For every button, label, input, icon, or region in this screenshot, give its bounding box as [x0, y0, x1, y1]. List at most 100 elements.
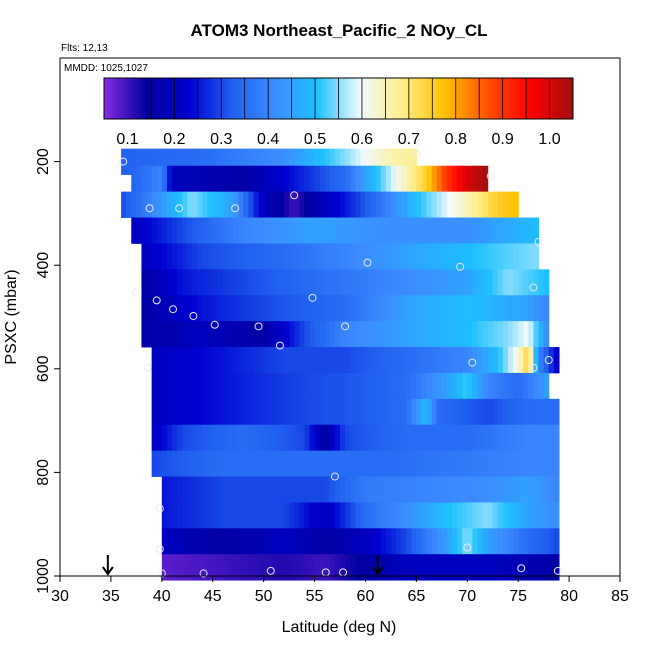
heatmap-cell: [172, 450, 178, 477]
heatmap-cell: [426, 554, 433, 581]
heatmap-cell: [294, 554, 300, 581]
colorbar-swatch: [133, 78, 137, 119]
sample-point: [210, 320, 219, 329]
heatmap-cell: [166, 450, 173, 477]
heatmap-cell: [141, 269, 148, 296]
colorbar-swatch: [423, 78, 427, 119]
heatmap-cell: [299, 191, 305, 218]
heatmap-cell: [253, 554, 260, 581]
heatmap-cell: [467, 295, 473, 322]
heatmap-cell: [197, 165, 204, 193]
latitude-arrows: [102, 555, 384, 576]
heatmap-cell: [543, 424, 550, 452]
heatmap-cell: [543, 528, 550, 555]
heatmap-cell: [177, 269, 183, 296]
heatmap-cell: [289, 554, 295, 581]
heatmap-cell: [187, 528, 193, 555]
colorbar-swatch: [265, 78, 269, 119]
heatmap-cell: [284, 424, 290, 452]
heatmap-cell: [273, 269, 280, 296]
colorbar-tick-label: 0.8: [445, 131, 467, 148]
heatmap-cell: [238, 554, 244, 581]
heatmap-cell: [238, 450, 244, 477]
heatmap-cell: [126, 191, 132, 218]
heatmap-cell: [289, 269, 295, 296]
heatmap-cell: [217, 424, 224, 452]
heatmap-cell: [304, 321, 311, 348]
heatmap-cell: [156, 191, 163, 218]
colorbar-swatch: [156, 78, 161, 119]
heatmap-cell: [207, 321, 214, 348]
colorbar-swatch: [215, 78, 219, 119]
sample-point: [152, 296, 161, 305]
heatmap-cell: [492, 528, 499, 555]
heatmap-cell: [350, 424, 356, 452]
heatmap-cell: [289, 450, 295, 477]
colorbar-swatch: [253, 78, 257, 119]
heatmap-cell: [217, 165, 224, 193]
colorbar-swatch: [294, 78, 298, 119]
heatmap-cell: [508, 347, 514, 374]
colorbar-swatch: [546, 78, 551, 119]
heatmap-cell: [457, 372, 463, 400]
heatmap-cell: [431, 424, 438, 452]
colorbar-swatch: [168, 78, 172, 119]
down-arrow-icon: [102, 555, 114, 576]
heatmap-cell: [518, 528, 524, 555]
heatmap-cell: [365, 165, 372, 193]
heatmap-cell: [370, 502, 377, 529]
heatmap-cell: [263, 243, 270, 270]
x-tick-label: 60: [357, 588, 375, 605]
sample-point: [529, 283, 538, 292]
heatmap-cell: [309, 476, 316, 503]
heatmap-cell: [146, 217, 153, 244]
colorbar-swatch: [235, 78, 240, 119]
heatmap-cell: [284, 398, 290, 426]
heatmap-cell: [253, 269, 260, 296]
heatmap-cell: [497, 295, 504, 322]
heatmap-cell: [228, 476, 234, 503]
heatmap-cell: [304, 502, 311, 529]
heatmap-cell: [172, 502, 178, 529]
heatmap-cell: [401, 191, 407, 218]
colorbar-swatch: [109, 78, 114, 119]
heatmap-cell: [253, 295, 260, 322]
heatmap-cell: [161, 347, 168, 374]
heatmap-cell: [197, 295, 204, 322]
heatmap-cell: [482, 295, 489, 322]
heatmap-cell: [131, 217, 137, 244]
heatmap-cell: [222, 243, 229, 270]
heatmap-cell: [528, 398, 535, 426]
heatmap-cell: [375, 476, 382, 503]
colorbar-swatch: [461, 78, 466, 119]
heatmap-cell: [207, 165, 214, 193]
heatmap-cell: [243, 347, 249, 374]
heatmap-cell: [345, 347, 351, 374]
heatmap-cell: [299, 269, 305, 296]
heatmap-cell: [212, 148, 219, 175]
heatmap-cell: [411, 528, 417, 555]
heatmap-cell: [538, 321, 545, 348]
heatmap-cell: [166, 269, 173, 296]
heatmap-cell: [177, 502, 183, 529]
colorbar-swatch: [391, 78, 395, 119]
heatmap-cell: [182, 554, 188, 581]
heatmap-cell: [136, 191, 143, 218]
colorbar-swatch: [206, 78, 211, 119]
heatmap-cell: [502, 295, 509, 322]
sample-point: [131, 288, 140, 297]
heatmap-cell: [314, 347, 321, 374]
heatmap-cell: [497, 502, 504, 529]
heatmap-cell: [502, 528, 509, 555]
heatmap-cell: [446, 217, 453, 244]
x-axis-title: Latitude (deg N): [282, 619, 397, 636]
colorbar-swatch: [200, 78, 205, 119]
heatmap-cell: [497, 243, 504, 270]
heatmap-cell: [299, 165, 305, 193]
heatmap-cell: [390, 372, 397, 400]
heatmap-cell: [457, 450, 463, 477]
heatmap-cell: [192, 295, 199, 322]
colorbar-swatch: [441, 78, 445, 119]
x-tick-label: 70: [458, 588, 476, 605]
heatmap-cell: [360, 243, 367, 270]
